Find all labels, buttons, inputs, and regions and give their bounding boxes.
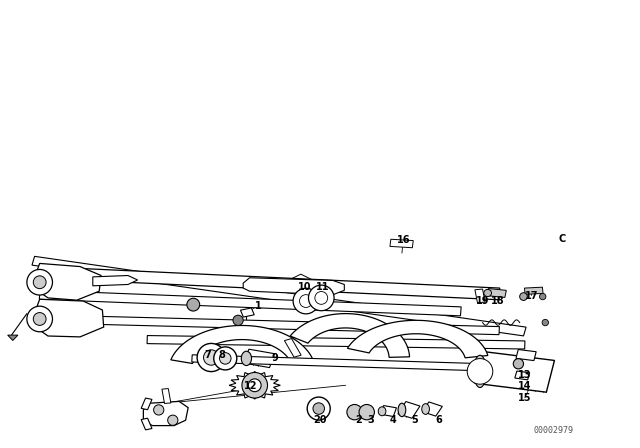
Polygon shape — [8, 335, 18, 340]
Polygon shape — [96, 316, 499, 335]
Polygon shape — [35, 299, 104, 337]
Polygon shape — [290, 314, 410, 358]
Circle shape — [33, 313, 46, 325]
Circle shape — [242, 372, 268, 398]
Ellipse shape — [422, 404, 429, 414]
Text: 11: 11 — [316, 282, 330, 292]
Polygon shape — [241, 308, 254, 317]
Circle shape — [313, 403, 324, 414]
Text: 19: 19 — [476, 296, 490, 306]
Text: 17: 17 — [524, 291, 538, 301]
Ellipse shape — [398, 403, 406, 417]
Text: 9: 9 — [272, 353, 278, 363]
Circle shape — [542, 319, 548, 326]
Circle shape — [204, 350, 219, 365]
Circle shape — [315, 292, 328, 304]
Text: 6: 6 — [436, 415, 442, 425]
Polygon shape — [171, 326, 313, 363]
Polygon shape — [39, 267, 500, 300]
Polygon shape — [243, 278, 344, 295]
Polygon shape — [244, 349, 275, 368]
Polygon shape — [192, 355, 486, 371]
Circle shape — [540, 293, 546, 300]
Circle shape — [214, 347, 237, 370]
Circle shape — [513, 359, 524, 369]
Circle shape — [197, 344, 225, 371]
Polygon shape — [525, 287, 543, 294]
Text: 13: 13 — [518, 370, 532, 379]
Text: 20: 20 — [313, 415, 327, 425]
Text: 2: 2 — [355, 415, 362, 425]
Text: 10: 10 — [298, 282, 312, 292]
Text: 5: 5 — [412, 415, 418, 425]
Ellipse shape — [484, 289, 492, 297]
Polygon shape — [390, 239, 413, 248]
Polygon shape — [475, 352, 554, 392]
Polygon shape — [93, 276, 138, 286]
Text: C: C — [558, 234, 566, 244]
Polygon shape — [516, 349, 536, 361]
Polygon shape — [284, 339, 301, 357]
Circle shape — [187, 298, 200, 311]
Circle shape — [307, 397, 330, 420]
Polygon shape — [475, 289, 485, 303]
Text: 1: 1 — [255, 301, 262, 310]
Ellipse shape — [378, 407, 386, 416]
Polygon shape — [398, 401, 420, 418]
Circle shape — [293, 288, 319, 314]
Ellipse shape — [241, 351, 252, 366]
Ellipse shape — [474, 355, 486, 388]
Polygon shape — [162, 388, 171, 404]
Circle shape — [168, 415, 178, 425]
Circle shape — [308, 285, 334, 311]
Polygon shape — [348, 320, 488, 358]
Polygon shape — [143, 401, 188, 426]
Circle shape — [27, 306, 52, 332]
Text: 16: 16 — [396, 235, 410, 245]
Text: 3: 3 — [368, 415, 374, 425]
Circle shape — [347, 405, 362, 420]
Polygon shape — [141, 398, 152, 409]
Circle shape — [300, 295, 312, 307]
Polygon shape — [487, 289, 506, 297]
Text: 15: 15 — [518, 393, 532, 403]
Text: 14: 14 — [518, 381, 532, 391]
Circle shape — [220, 353, 231, 364]
Polygon shape — [229, 371, 280, 399]
Text: 12: 12 — [244, 381, 258, 391]
Polygon shape — [39, 290, 461, 316]
Polygon shape — [381, 405, 396, 417]
Polygon shape — [515, 371, 530, 380]
Polygon shape — [32, 256, 526, 336]
Circle shape — [154, 405, 164, 415]
Text: 00002979: 00002979 — [534, 426, 573, 435]
Circle shape — [520, 293, 527, 301]
Circle shape — [27, 269, 52, 295]
Circle shape — [248, 379, 261, 392]
Polygon shape — [147, 336, 525, 349]
Text: 18: 18 — [491, 296, 505, 306]
Circle shape — [233, 315, 243, 325]
Circle shape — [467, 358, 493, 384]
Polygon shape — [422, 402, 442, 416]
Polygon shape — [141, 418, 152, 430]
Polygon shape — [35, 263, 101, 300]
Text: 7: 7 — [205, 350, 211, 360]
Text: 4: 4 — [390, 415, 396, 425]
Text: 8: 8 — [219, 350, 225, 360]
Circle shape — [33, 276, 46, 289]
Circle shape — [359, 405, 374, 420]
